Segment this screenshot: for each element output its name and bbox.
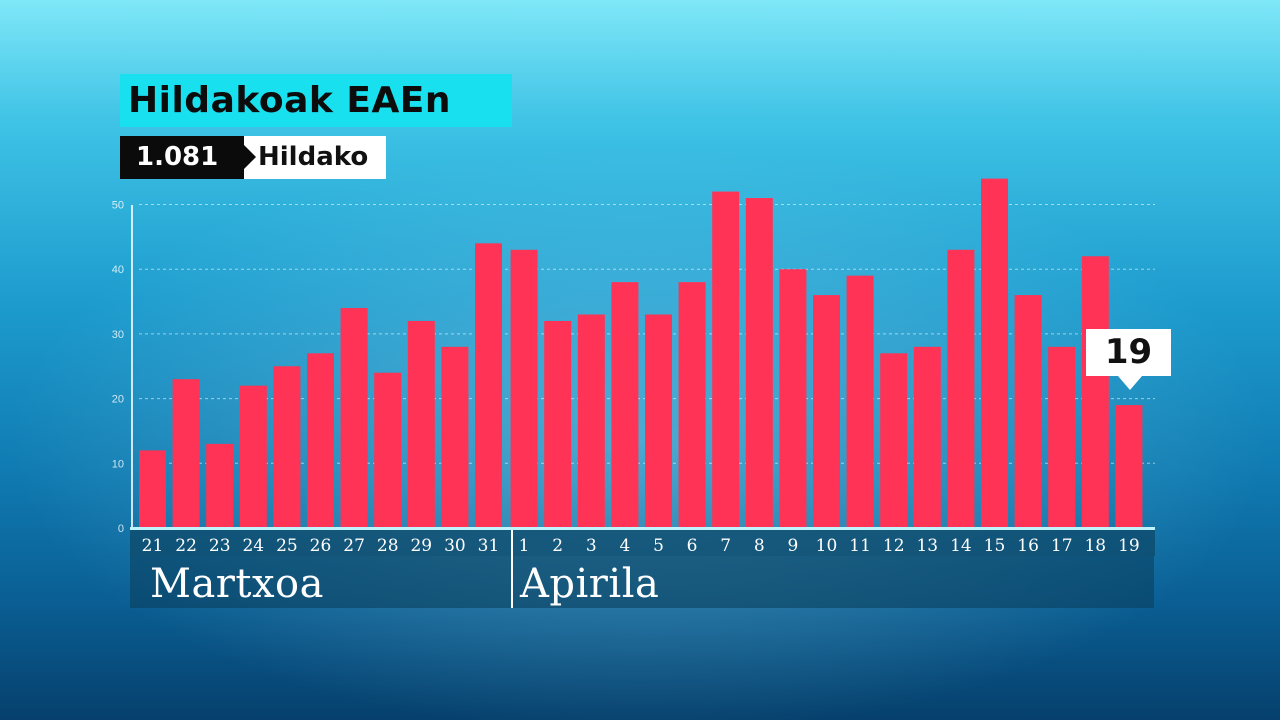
total-deaths-row: 1.081 Hildako xyxy=(120,136,387,179)
x-axis xyxy=(130,527,1155,530)
y-tick-label: 40 xyxy=(112,264,124,276)
x-tick-label: 17 xyxy=(1051,536,1073,556)
x-tick-label: 25 xyxy=(276,536,298,556)
x-tick-label: 3 xyxy=(586,536,597,556)
bar xyxy=(1048,346,1076,528)
last-value-callout: 19 xyxy=(1086,329,1171,390)
bar xyxy=(981,178,1008,528)
x-tick-label: 30 xyxy=(444,536,466,556)
x-tick-label: 31 xyxy=(478,536,500,556)
bar xyxy=(611,282,639,528)
x-tick-label: 24 xyxy=(242,536,264,556)
x-tick-label: 18 xyxy=(1084,536,1106,556)
x-tick-label: 19 xyxy=(1118,536,1140,556)
bar xyxy=(577,314,605,528)
y-tick-label: 50 xyxy=(112,200,124,212)
x-tick-label: 10 xyxy=(816,536,838,556)
x-tick-label: 14 xyxy=(950,536,972,556)
bar xyxy=(307,353,334,528)
category-strip xyxy=(130,530,1155,556)
month-label-april: Apirila xyxy=(520,561,660,607)
bar xyxy=(913,346,941,528)
bar xyxy=(645,314,672,528)
bar xyxy=(678,282,706,528)
bar xyxy=(813,295,840,528)
bar xyxy=(340,308,368,528)
bar xyxy=(745,198,773,528)
bar xyxy=(206,443,234,528)
bar xyxy=(139,450,166,528)
x-tick-label: 9 xyxy=(787,536,798,556)
bar xyxy=(239,385,267,528)
x-tick-label: 2 xyxy=(552,536,563,556)
x-tick-label: 23 xyxy=(209,536,231,556)
month-strip xyxy=(130,556,1154,608)
x-tick-label: 15 xyxy=(984,536,1006,556)
bar xyxy=(1014,295,1042,528)
y-tick-label: 10 xyxy=(112,458,124,470)
x-tick-label: 28 xyxy=(377,536,399,556)
bar xyxy=(475,243,502,528)
x-tick-label: 22 xyxy=(175,536,197,556)
bar xyxy=(1081,256,1109,528)
y-tick-label: 20 xyxy=(112,394,124,406)
month-label-march: Martxoa xyxy=(150,561,324,607)
x-tick-label: 21 xyxy=(142,536,164,556)
total-deaths-value: 1.081 xyxy=(120,136,256,179)
bar xyxy=(544,320,572,528)
x-tick-label: 12 xyxy=(883,536,905,556)
bar xyxy=(880,353,908,528)
x-tick-label: 1 xyxy=(519,536,530,556)
x-tick-label: 8 xyxy=(754,536,765,556)
x-tick-label: 27 xyxy=(343,536,365,556)
x-tick-label: 13 xyxy=(916,536,938,556)
x-tick-label: 11 xyxy=(849,536,871,556)
total-deaths-label: Hildako xyxy=(244,136,387,179)
bar xyxy=(441,346,469,528)
bar xyxy=(273,366,301,528)
bar xyxy=(374,372,402,528)
bar xyxy=(846,275,874,528)
bar xyxy=(779,269,807,528)
x-tick-label: 29 xyxy=(410,536,432,556)
y-tick-label: 30 xyxy=(112,329,124,341)
x-tick-label: 16 xyxy=(1017,536,1039,556)
x-tick-label: 26 xyxy=(310,536,332,556)
bar xyxy=(1115,405,1143,528)
chart-title: Hildakoak EAEn xyxy=(120,74,512,127)
x-tick-label: 5 xyxy=(653,536,664,556)
bar xyxy=(510,249,538,529)
x-tick-label: 7 xyxy=(720,536,731,556)
y-tick-label: 0 xyxy=(118,523,124,535)
bar xyxy=(712,191,740,528)
bar xyxy=(947,249,975,529)
x-tick-label: 6 xyxy=(687,536,698,556)
x-tick-label: 4 xyxy=(619,536,630,556)
bar xyxy=(172,379,200,528)
bar xyxy=(407,320,435,528)
